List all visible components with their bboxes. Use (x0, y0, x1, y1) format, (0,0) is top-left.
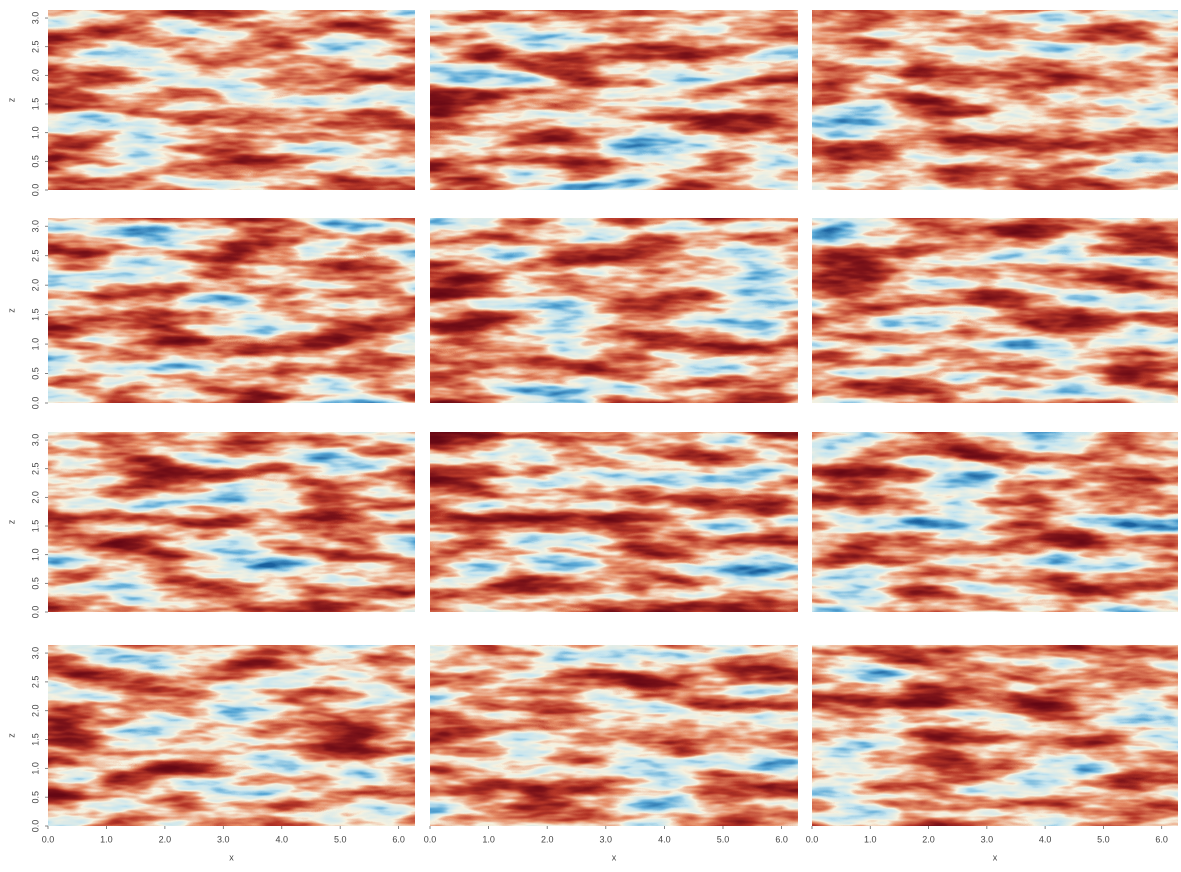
y-tick-label: 2.0 (30, 704, 40, 717)
x-tick-label: 5.0 (1097, 834, 1110, 844)
heatmap-field (430, 645, 798, 826)
x-axis-label: x (993, 852, 998, 862)
y-tick-label: 0.0 (30, 184, 40, 197)
y-tick-label: 1.5 (30, 520, 40, 533)
heatmap-field (430, 10, 798, 190)
x-tick-label: 0.0 (806, 834, 819, 844)
x-tick-label: 0.0 (42, 834, 55, 844)
x-tick-label: 5.0 (717, 834, 730, 844)
heatmap-field (430, 432, 798, 612)
heatmap-field (48, 218, 415, 403)
heatmap-field (430, 218, 798, 403)
x-tick-label: 6.0 (392, 834, 405, 844)
heatmap-field (48, 10, 415, 190)
y-tick-label: 3.0 (30, 647, 40, 660)
y-tick-label: 2.5 (30, 40, 40, 53)
y-tick-label: 0.0 (30, 820, 40, 833)
x-tick-label: 1.0 (100, 834, 113, 844)
y-tick-label: 1.5 (30, 733, 40, 746)
y-axis-label: z (6, 97, 16, 102)
y-tick-label: 3.0 (30, 220, 40, 233)
x-tick-label: 6.0 (775, 834, 788, 844)
y-tick-label: 3.0 (30, 12, 40, 25)
x-tick-label: 5.0 (334, 834, 347, 844)
x-tick-label: 0.0 (424, 834, 437, 844)
x-axis-label: x (229, 852, 234, 862)
y-tick-label: 0.0 (30, 397, 40, 410)
y-tick-label: 1.0 (30, 338, 40, 351)
y-tick-label: 0.5 (30, 367, 40, 380)
y-tick-label: 2.0 (30, 491, 40, 504)
x-tick-label: 2.0 (541, 834, 554, 844)
y-tick-label: 2.0 (30, 279, 40, 292)
y-tick-label: 2.5 (30, 462, 40, 475)
y-tick-label: 1.5 (30, 98, 40, 111)
y-tick-label: 0.5 (30, 791, 40, 804)
x-tick-label: 1.0 (864, 834, 877, 844)
y-tick-label: 1.0 (30, 762, 40, 775)
x-tick-label: 6.0 (1155, 834, 1168, 844)
y-tick-label: 1.5 (30, 308, 40, 321)
x-tick-label: 4.0 (658, 834, 671, 844)
x-tick-label: 2.0 (922, 834, 935, 844)
x-tick-label: 4.0 (276, 834, 289, 844)
x-tick-label: 4.0 (1039, 834, 1052, 844)
x-tick-label: 1.0 (482, 834, 495, 844)
x-tick-label: 2.0 (159, 834, 172, 844)
y-axis-label: z (6, 733, 16, 738)
y-tick-label: 0.5 (30, 577, 40, 590)
heatmap-field (48, 432, 415, 612)
heatmap-field (812, 218, 1178, 403)
heatmap-field (812, 645, 1178, 826)
x-tick-label: 3.0 (981, 834, 994, 844)
y-tick-label: 0.5 (30, 155, 40, 168)
y-tick-label: 2.5 (30, 676, 40, 689)
x-axis-label: x (612, 852, 617, 862)
heatmap-field (812, 432, 1178, 612)
y-tick-label: 1.0 (30, 548, 40, 561)
y-tick-label: 1.0 (30, 126, 40, 139)
y-tick-label: 2.5 (30, 249, 40, 262)
y-tick-label: 3.0 (30, 434, 40, 447)
heatmap-field (48, 645, 415, 826)
y-axis-label: z (6, 308, 16, 313)
y-axis-label: z (6, 519, 16, 524)
x-tick-label: 3.0 (600, 834, 613, 844)
x-tick-label: 3.0 (217, 834, 230, 844)
y-tick-label: 0.0 (30, 606, 40, 619)
y-tick-label: 2.0 (30, 69, 40, 82)
heatmap-field (812, 10, 1178, 190)
